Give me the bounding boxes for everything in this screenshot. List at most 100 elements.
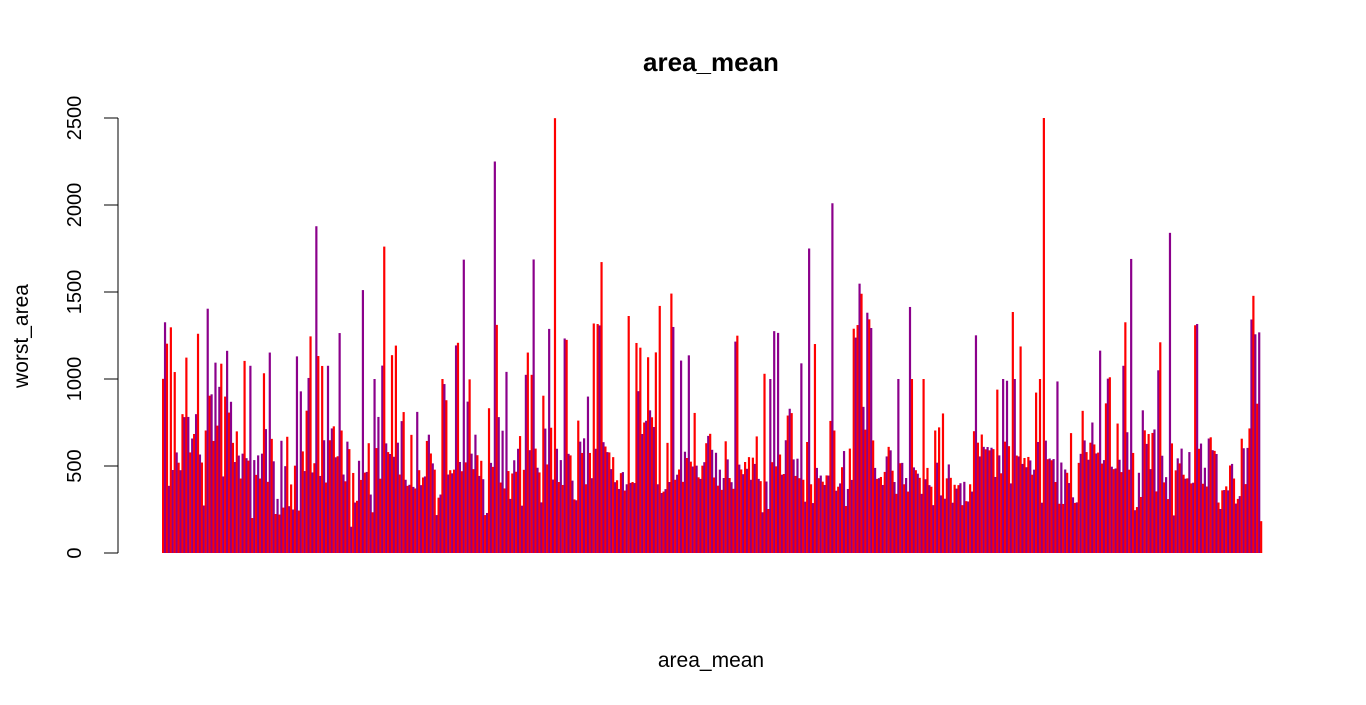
bar [402,412,405,553]
bar [819,475,822,553]
bar [1052,459,1055,553]
bar [635,342,638,553]
chart-title: area_mean [643,47,779,77]
bar [1236,498,1239,553]
bar [509,498,512,553]
bar [891,470,894,553]
bar [796,458,799,553]
bar [1242,448,1245,553]
bar [167,485,171,553]
bar [592,323,595,553]
bar [639,347,642,553]
bar [443,384,446,553]
bar [1000,473,1003,553]
bar [433,469,436,553]
bar [1176,458,1179,553]
bar [1172,515,1175,553]
bar [889,450,892,553]
bar [565,339,568,553]
bar [742,474,745,553]
bar [507,471,510,553]
bar [398,474,401,553]
bar [165,343,169,553]
bar [908,306,912,553]
bar [1227,490,1230,553]
bar [976,442,979,553]
bar [334,457,337,553]
bar [491,466,494,553]
bar [856,325,859,553]
bar [421,477,425,553]
bar [998,455,1001,553]
bar [1197,448,1201,553]
bar [916,473,919,553]
bar [1002,379,1005,553]
bar [326,365,330,553]
bar [716,485,720,553]
bar [759,481,762,553]
bar [177,462,180,553]
bar [842,451,846,553]
bar [582,438,586,553]
bar [369,494,372,553]
bar [311,472,314,553]
bar [910,379,914,553]
bar [1209,437,1212,553]
bar [1071,497,1075,553]
bar [1163,482,1166,553]
bar [1223,490,1226,553]
bar [914,470,917,553]
bar [848,448,851,553]
bar [670,293,673,553]
bar [1021,463,1024,553]
bar [518,436,522,553]
bar [427,434,430,553]
y-tick-label: 1000 [64,357,86,402]
bar [765,481,768,553]
bar [202,505,205,553]
bar [1132,452,1135,553]
bar [482,479,485,553]
bar [714,452,718,553]
bar [939,495,943,553]
bar [567,453,570,553]
bar [251,518,254,553]
bar [534,448,537,553]
bar [392,456,396,553]
bar [1064,469,1067,553]
y-tick-label: 2500 [64,96,86,141]
bar [284,466,287,553]
bar [815,467,818,553]
bar [227,412,231,553]
bar [356,500,359,553]
bar [249,365,252,553]
bar [470,453,473,553]
bar [1165,477,1168,553]
bar [1046,459,1049,553]
bar [928,485,931,553]
bar [297,510,300,553]
bar [291,509,295,553]
bar [1215,453,1218,553]
bar [497,417,500,553]
bar [429,453,432,553]
bar [194,414,198,553]
bar [260,453,264,553]
bar [866,312,869,553]
bar [736,335,739,553]
bar [173,372,176,553]
bar [336,456,339,553]
bar [561,484,564,553]
bar [868,319,871,553]
bar [683,451,687,553]
bar [464,462,467,553]
bar [872,440,875,553]
bar [988,450,991,553]
bar [569,455,572,553]
bar [879,476,882,553]
bar [947,464,950,553]
bar [712,477,716,553]
bar [1184,478,1187,553]
bar [953,484,956,553]
bar [846,488,850,553]
